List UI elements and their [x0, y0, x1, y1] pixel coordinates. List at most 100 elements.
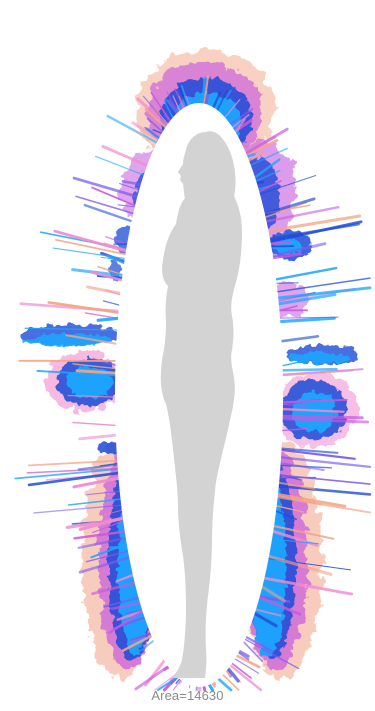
aura-spike — [260, 576, 354, 596]
aura-spike — [232, 652, 261, 669]
aura-spike — [226, 662, 263, 692]
aura-spike — [119, 182, 142, 192]
aura-spike — [277, 316, 336, 324]
aura-spike — [77, 463, 121, 471]
aura-spike — [14, 468, 121, 480]
aura-spike — [242, 634, 274, 653]
aura-spike — [89, 270, 125, 282]
aura-spike — [280, 368, 364, 376]
aura-spike — [280, 359, 308, 367]
aura-spike — [231, 656, 260, 674]
aura-spike — [226, 108, 254, 128]
aura-spike — [273, 266, 338, 281]
aura-spike — [251, 158, 281, 181]
aura-spike — [102, 300, 122, 307]
aura-patch — [23, 334, 113, 346]
aura-spike — [47, 301, 122, 315]
aura-spike — [242, 127, 289, 157]
aura-spike — [101, 144, 151, 169]
aura-spike — [269, 242, 327, 258]
aura-spike — [121, 179, 145, 187]
aura-spike — [274, 492, 347, 508]
aura-spike — [263, 206, 340, 224]
aura-spike — [262, 201, 307, 219]
aura-spike — [117, 204, 138, 208]
aura-spike — [278, 447, 339, 454]
aura-spike — [55, 238, 129, 256]
aura-spike — [53, 229, 130, 253]
aura-spike — [121, 633, 156, 652]
aura-spike — [78, 515, 127, 532]
aura-spike — [27, 459, 120, 467]
aura-spike — [219, 670, 240, 691]
aura-spike — [252, 607, 282, 617]
aura-spike — [27, 471, 122, 487]
aura-spike — [273, 509, 297, 521]
aura-spike — [150, 91, 174, 125]
aura-spike — [278, 448, 356, 460]
aura-spike — [280, 427, 309, 432]
aura-spike — [91, 186, 138, 208]
aura-spike — [269, 538, 319, 545]
aura-spike — [241, 637, 300, 670]
aura-spike — [277, 316, 339, 319]
aura-spike — [137, 637, 157, 654]
aura-spike — [265, 554, 333, 576]
aura-spike — [110, 601, 144, 611]
aura-spike — [279, 367, 338, 372]
aura-spike — [67, 394, 118, 398]
aura-spike — [278, 335, 320, 343]
aura-spike — [221, 99, 241, 121]
aura-spike — [83, 203, 135, 224]
aura-spike — [280, 407, 345, 413]
aura-spike — [253, 169, 281, 183]
human-silhouette — [160, 131, 242, 678]
aura-spike — [251, 610, 278, 628]
aura-spike — [274, 496, 371, 514]
aura-spike — [228, 660, 252, 679]
aura-spike — [275, 286, 372, 300]
aura-spike — [276, 481, 316, 490]
aura-spike — [243, 138, 279, 159]
aura-spike — [280, 370, 354, 377]
aura-spike — [261, 197, 316, 216]
aura-spike — [85, 550, 131, 563]
aura-spike — [275, 292, 337, 306]
aura-spike — [36, 369, 118, 377]
aura-spike — [77, 536, 129, 549]
aura-spike — [130, 631, 155, 641]
aura-spike — [94, 155, 147, 177]
aura-spike — [280, 398, 348, 404]
aura-spike — [78, 555, 133, 574]
aura-spike — [258, 584, 286, 603]
aura-spike — [247, 147, 288, 167]
aura-spike — [78, 433, 119, 441]
aura-spike — [106, 254, 127, 266]
aura-spike — [92, 519, 126, 534]
aura-spike — [52, 247, 128, 260]
aura-spike — [86, 490, 123, 496]
aura-spike — [33, 504, 124, 514]
aura-spike — [72, 176, 141, 199]
aura-spike — [278, 456, 372, 469]
aura-spike — [72, 421, 118, 427]
aura-spike — [86, 285, 124, 296]
aura-spike — [96, 316, 122, 322]
area-caption: Area=14630 — [151, 688, 224, 703]
aura-spike — [275, 277, 371, 293]
aura-spike — [144, 108, 170, 131]
aura-spike — [144, 126, 163, 141]
aura-spike — [274, 504, 305, 513]
aura-spike — [75, 195, 137, 215]
aura-spike — [103, 242, 129, 252]
aura-spike — [104, 509, 125, 516]
aura-spike — [72, 363, 118, 370]
aura-spike — [256, 180, 282, 194]
aura-spike — [267, 220, 363, 244]
aura-spike — [275, 484, 372, 496]
aura-spike — [280, 403, 307, 408]
aura-spike — [132, 128, 158, 150]
aura-spike — [264, 214, 362, 233]
aura-spike — [279, 414, 364, 420]
